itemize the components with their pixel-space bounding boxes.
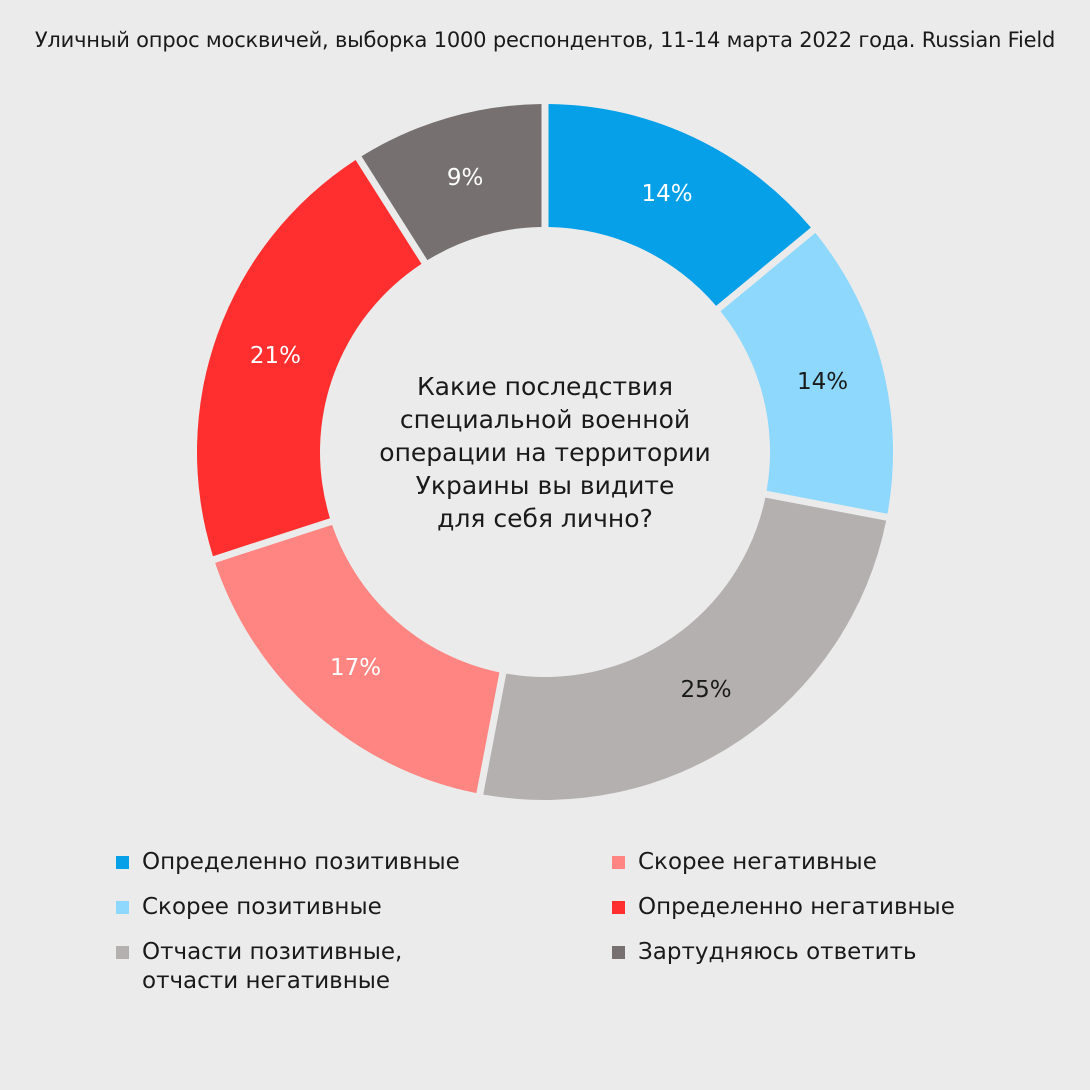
legend-swatch [116, 946, 129, 959]
legend-label: Зартудняюсь ответить [638, 939, 917, 965]
legend-swatch [116, 856, 129, 869]
legend-column-right: Скорее негативные Определенно негативные З… [612, 848, 955, 983]
center-question-line-2: специальной военной [400, 405, 690, 434]
slice-label-6: 9% [447, 165, 484, 191]
slice-labels: 14% 14% 25% 17% 21% 9% [250, 165, 848, 703]
slice-label-3: 25% [680, 677, 731, 703]
donut-chart: 14% 14% 25% 17% 21% 9% Какие последствия специ… [197, 104, 893, 800]
center-question-line-5: для себя лично? [437, 504, 653, 533]
legend-left-item-3: Отчасти позитивные, отчасти негативные [116, 938, 460, 996]
legend-swatch [612, 856, 625, 869]
legend-swatch [116, 901, 129, 914]
legend-left-item-1: Определенно позитивные [116, 848, 460, 877]
center-question-line-3: операции на территории [379, 438, 710, 467]
donut-slice-3 [483, 497, 887, 800]
legend-left-item-2: Скорее позитивные [116, 893, 460, 922]
legend-column-left: Определенно позитивные Скорее позитивные О… [116, 848, 460, 1012]
donut-slice-5 [197, 160, 422, 557]
legend-label: Скорее негативные [638, 849, 877, 875]
legend-right-item-1: Скорее негативные [612, 848, 955, 877]
donut-slice-4 [215, 524, 500, 794]
slice-label-2: 14% [797, 369, 848, 395]
legend-swatch [612, 946, 625, 959]
legend-label: Определенно негативные [638, 894, 955, 920]
center-question-line-1: Какие последствия [417, 372, 673, 401]
donut-slice-1 [548, 104, 811, 306]
center-question: Какие последствия специальной военной опер… [379, 372, 710, 533]
legend-swatch [612, 901, 625, 914]
chart-header: Уличный опрос москвичей, выборка 1000 ре… [34, 28, 1056, 52]
slice-label-1: 14% [641, 181, 692, 207]
slice-label-5: 21% [250, 343, 301, 369]
center-question-line-4: Украины вы видите [416, 471, 675, 500]
legend-label: Определенно позитивные [142, 849, 460, 875]
donut-slice-2 [720, 232, 893, 514]
legend-right-item-2: Определенно негативные [612, 893, 955, 922]
donut-slices [197, 104, 893, 800]
legend-label: Отчасти позитивные, отчасти негативные [142, 939, 403, 994]
slice-label-4: 17% [330, 655, 381, 681]
legend: Определенно позитивные Скорее позитивные О… [0, 848, 1090, 1048]
legend-label: Скорее позитивные [142, 894, 382, 920]
legend-right-item-3: Зартудняюсь ответить [612, 938, 955, 967]
donut-slice-6 [361, 104, 542, 261]
